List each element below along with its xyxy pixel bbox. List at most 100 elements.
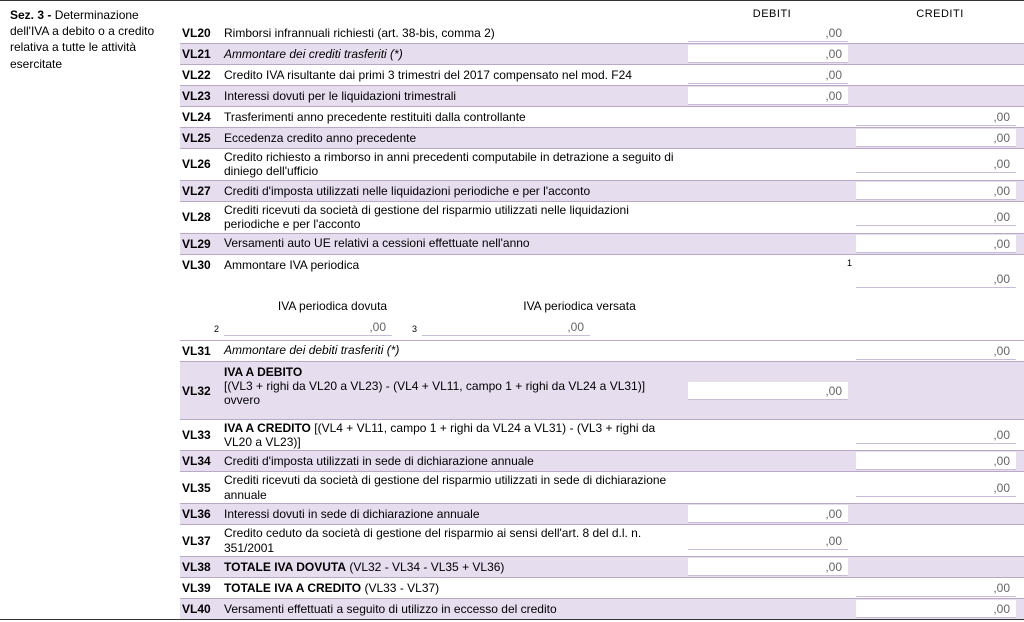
vl30-marker3: 3 xyxy=(412,324,417,334)
desc-vl37: Credito ceduto da società di gestione de… xyxy=(224,526,688,555)
desc-vl35: Crediti ricevuti da società di gestione … xyxy=(224,473,688,502)
row-vl25: VL25 Eccedenza credito anno precedente ,… xyxy=(180,127,1024,148)
row-vl35: VL35 Crediti ricevuti da società di gest… xyxy=(180,471,1024,503)
crediti-vl27[interactable]: ,00 xyxy=(856,182,1024,200)
crediti-vl33[interactable]: ,00 xyxy=(856,426,1024,444)
row-vl39: VL39 TOTALE IVA A CREDITO (VL33 - VL37) … xyxy=(180,577,1024,598)
row-vl33: VL33 IVA A CREDITO [(VL4 + VL11, campo 1… xyxy=(180,419,1024,451)
row-vl40: VL40 Versamenti effettuati a seguito di … xyxy=(180,598,1024,619)
section-title-bold: Sez. 3 - xyxy=(10,8,51,22)
header-debiti: DEBITI xyxy=(688,8,856,20)
vl30-dovuta-label: IVA periodica dovuta xyxy=(224,299,441,313)
section-title: Sez. 3 - Determinazione dell'IVA a debit… xyxy=(0,1,180,619)
desc-vl21: Ammontare dei crediti trasferiti (*) xyxy=(224,47,688,61)
row-vl23: VL23 Interessi dovuti per le liquidazion… xyxy=(180,85,1024,106)
crediti-vl31[interactable]: ,00 xyxy=(856,342,1024,360)
desc-vl23: Interessi dovuti per le liquidazioni tri… xyxy=(224,89,688,103)
crediti-vl26[interactable]: ,00 xyxy=(856,155,1024,173)
column-headers: DEBITI CREDITI xyxy=(180,1,1024,23)
row-vl34: VL34 Crediti d'imposta utilizzati in sed… xyxy=(180,450,1024,471)
code-vl38: VL38 xyxy=(180,560,224,574)
vl30-versata-label: IVA periodica versata xyxy=(471,299,688,313)
debiti-vl22[interactable]: ,00 xyxy=(688,66,856,84)
code-vl23: VL23 xyxy=(180,89,224,103)
vl30-versata-value[interactable]: ,00 xyxy=(422,318,590,336)
row-vl24: VL24 Trasferimenti anno precedente resti… xyxy=(180,106,1024,127)
code-vl20: VL20 xyxy=(180,26,224,40)
debiti-vl21[interactable]: ,00 xyxy=(688,45,856,63)
row-vl21: VL21 Ammontare dei crediti trasferiti (*… xyxy=(180,43,1024,64)
code-vl34: VL34 xyxy=(180,454,224,468)
vl30-marker2: 2 xyxy=(214,324,219,334)
desc-vl24: Trasferimenti anno precedente restituiti… xyxy=(224,110,688,124)
row-vl29: VL29 Versamenti auto UE relativi a cessi… xyxy=(180,233,1024,254)
desc-vl30: Ammontare IVA periodica xyxy=(224,258,688,272)
debiti-vl23[interactable]: ,00 xyxy=(688,87,856,105)
desc-vl20: Rimborsi infrannuali richiesti (art. 38-… xyxy=(224,26,688,40)
code-vl36: VL36 xyxy=(180,507,224,521)
code-vl22: VL22 xyxy=(180,68,224,82)
code-vl35: VL35 xyxy=(180,481,224,495)
row-vl38: VL38 TOTALE IVA DOVUTA (VL32 - VL34 - VL… xyxy=(180,556,1024,577)
desc-vl22: Credito IVA risultante dai primi 3 trime… xyxy=(224,68,688,82)
crediti-vl35[interactable]: ,00 xyxy=(856,479,1024,497)
desc-vl25: Eccedenza credito anno precedente xyxy=(224,131,688,145)
code-vl31: VL31 xyxy=(180,344,224,358)
vl30-dovuta-value[interactable]: ,00 xyxy=(224,318,392,336)
code-vl37: VL37 xyxy=(180,534,224,548)
code-vl27: VL27 xyxy=(180,184,224,198)
crediti-vl29[interactable]: ,00 xyxy=(856,235,1024,253)
crediti-vl34[interactable]: ,00 xyxy=(856,452,1024,470)
code-vl24: VL24 xyxy=(180,110,224,124)
debiti-vl38[interactable]: ,00 xyxy=(688,558,856,576)
row-vl37: VL37 Credito ceduto da società di gestio… xyxy=(180,524,1024,556)
code-vl32: VL32 xyxy=(180,384,224,398)
code-vl39: VL39 xyxy=(180,581,224,595)
form-main: DEBITI CREDITI VL20 Rimborsi infrannuali… xyxy=(180,1,1024,619)
desc-vl36: Interessi dovuti in sede di dichiarazion… xyxy=(224,507,688,521)
desc-vl28: Crediti ricevuti da società di gestione … xyxy=(224,203,688,232)
desc-vl31: Ammontare dei debiti trasferiti (*) xyxy=(224,343,688,357)
crediti-vl28[interactable]: ,00 xyxy=(856,208,1024,226)
desc-vl40: Versamenti effettuati a seguito di utili… xyxy=(224,602,688,616)
code-vl33: VL33 xyxy=(180,428,224,442)
row-vl32: VL32 IVA A DEBITO [(VL3 + righi da VL20 … xyxy=(180,361,1024,419)
row-vl30-sub: IVA periodica dovuta IVA periodica versa… xyxy=(180,297,1024,316)
code-vl21: VL21 xyxy=(180,47,224,61)
debiti-vl32[interactable]: ,00 xyxy=(688,382,856,400)
code-vl26: VL26 xyxy=(180,157,224,171)
row-vl20: VL20 Rimborsi infrannuali richiesti (art… xyxy=(180,23,1024,43)
crediti-vl24[interactable]: ,00 xyxy=(856,108,1024,126)
crediti-vl39[interactable]: ,00 xyxy=(856,579,1024,597)
code-vl30: VL30 xyxy=(180,258,224,272)
desc-vl38: TOTALE IVA DOVUTA (VL32 - VL34 - VL35 + … xyxy=(224,560,688,574)
form-container: Sez. 3 - Determinazione dell'IVA a debit… xyxy=(0,0,1024,620)
crediti-vl30-1[interactable]: ,00 xyxy=(856,270,1016,288)
row-vl27: VL27 Crediti d'imposta utilizzati nelle … xyxy=(180,180,1024,201)
code-vl25: VL25 xyxy=(180,131,224,145)
row-vl36: VL36 Interessi dovuti in sede di dichiar… xyxy=(180,503,1024,524)
crediti-vl25[interactable]: ,00 xyxy=(856,129,1024,147)
vl30-marker1: 1 xyxy=(847,258,852,268)
desc-vl27: Crediti d'imposta utilizzati nelle liqui… xyxy=(224,184,688,198)
row-vl30: VL30 Ammontare IVA periodica 1 ,00 xyxy=(180,254,1024,297)
row-vl26: VL26 Credito richiesto a rimborso in ann… xyxy=(180,148,1024,180)
code-vl28: VL28 xyxy=(180,210,224,224)
desc-vl39: TOTALE IVA A CREDITO (VL33 - VL37) xyxy=(224,581,688,595)
crediti-vl40[interactable]: ,00 xyxy=(856,600,1024,618)
debiti-vl37[interactable]: ,00 xyxy=(688,532,856,550)
code-vl29: VL29 xyxy=(180,237,224,251)
row-vl31: VL31 Ammontare dei debiti trasferiti (*)… xyxy=(180,340,1024,361)
desc-vl33: IVA A CREDITO [(VL4 + VL11, campo 1 + ri… xyxy=(224,421,688,450)
desc-vl29: Versamenti auto UE relativi a cessioni e… xyxy=(224,236,688,250)
row-vl30-values: 2 ,00 3 ,00 xyxy=(180,316,1024,340)
desc-vl32: IVA A DEBITO [(VL3 + righi da VL20 a VL2… xyxy=(224,365,688,408)
code-vl40: VL40 xyxy=(180,602,224,616)
debiti-vl36[interactable]: ,00 xyxy=(688,505,856,523)
desc-vl26: Credito richiesto a rimborso in anni pre… xyxy=(224,150,688,179)
header-crediti: CREDITI xyxy=(856,8,1024,20)
row-vl28: VL28 Crediti ricevuti da società di gest… xyxy=(180,201,1024,233)
desc-vl34: Crediti d'imposta utilizzati in sede di … xyxy=(224,454,688,468)
debiti-vl20[interactable]: ,00 xyxy=(688,24,856,42)
row-vl22: VL22 Credito IVA risultante dai primi 3 … xyxy=(180,64,1024,85)
